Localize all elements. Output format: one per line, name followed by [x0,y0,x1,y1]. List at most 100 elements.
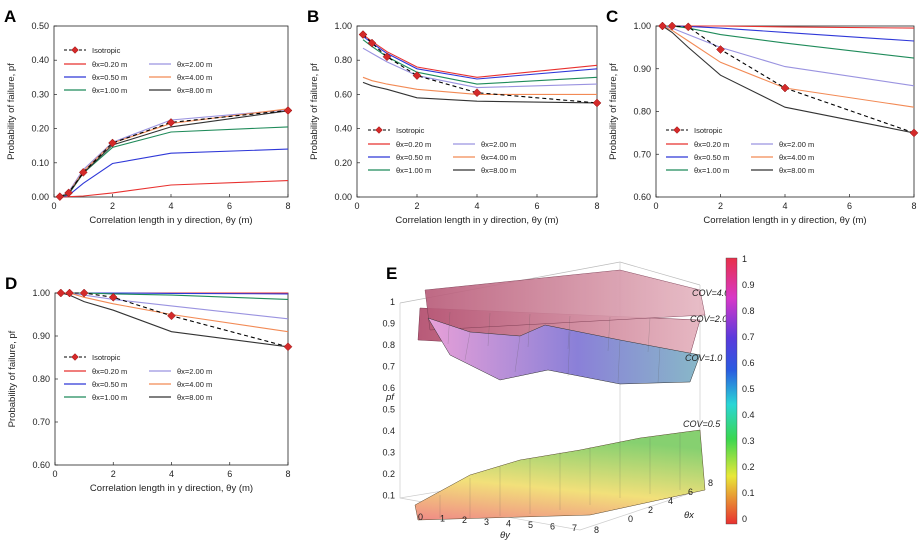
isotropic-marker [382,52,392,62]
panel-label: D [5,274,17,293]
colorbar-tick-label: 0.4 [742,410,755,420]
plot-frame [53,25,289,198]
isotropic-marker [79,288,89,298]
y-tick-label: 2 [648,505,653,515]
legend-label: θx=8.00 m [177,393,212,402]
y-tick-label: 0.70 [32,417,50,427]
panel-label: E [386,264,397,283]
colorbar-tick-label: 0.8 [742,306,755,316]
series-line-theta-5 [362,81,598,104]
x-tick-label: 4 [506,518,511,528]
y-tick-label: 0.60 [633,192,651,202]
cov-label-05: COV=0.5 [683,419,721,429]
x-tick-label: 6 [550,522,555,532]
legend-label: θx=8.00 m [481,166,516,175]
y-tick-label: 0.00 [31,192,49,202]
y-tick-label: 0.60 [32,460,50,470]
x-tick-label: 0 [418,512,423,522]
legend-label: θx=1.00 m [396,166,431,175]
y-tick-label: 0.70 [633,149,651,159]
y-axis-label: Probability of failure, pf [7,330,18,427]
y-tick-label: 0.30 [31,89,49,99]
legend: Isotropic θx=0.20 m θx=0.50 m θx=1.00 m θx=2… [64,353,212,402]
z-tick-label: 0.2 [382,469,395,479]
panel-e-surface-plot: E COV=4.0 COV=2.0 COV=1.0 COV=0.5 pf θy … [382,254,754,541]
x-axis-label: Correlation length in y direction, θy (m… [89,215,252,226]
y-tick-label: 0.40 [334,124,352,134]
cov-label-1: COV=1.0 [685,353,722,363]
legend-label: θx=4.00 m [177,380,212,389]
x-tick-label: 1 [440,514,445,524]
panel-label: B [307,7,319,26]
isotropic-marker [367,38,377,48]
y-tick-label: 1.00 [32,288,50,298]
legend-label: Isotropic [396,126,425,135]
isotropic-marker [78,168,88,177]
series-line-theta-3 [662,25,915,87]
isotropic-marker [592,98,602,108]
z-tick-label: 0.8 [382,340,395,350]
legend-label: θx=0.50 m [92,380,127,389]
legend-label: θx=2.00 m [177,367,212,376]
z-tick-label: 0.1 [382,491,395,501]
x-tick-label: 0 [653,201,658,211]
x-axis-label: Correlation length in y direction, θy (m… [90,483,253,494]
isotropic-marker [65,288,74,298]
cov-label-2: COV=2.0 [690,314,727,324]
isotropic-marker [472,88,482,98]
colorbar-tick-label: 0.1 [742,488,755,498]
colorbar-tick-label: 0 [742,514,747,524]
y-tick-label: 0.00 [334,192,352,202]
y-tick-label: 4 [668,496,673,506]
legend-label: θx=4.00 m [177,73,212,82]
z-tick-label: 0.7 [382,362,395,372]
series-line-theta-4 [60,292,289,333]
isotropic-marker [283,342,293,352]
x-tick-label: 2 [414,201,419,211]
z-tick-label: 0.6 [382,383,395,393]
y-axis-label: Probability of failure, pf [6,63,17,160]
isotropic-marker [108,138,117,148]
y-axis-label: Probability of failure, pf [309,63,320,160]
legend-label: θx=0.20 m [92,367,127,376]
x-tick-label: 8 [911,201,916,211]
x-tick-label: 6 [227,469,232,479]
y-tick-label: 0.80 [32,374,50,384]
legend-swatch-marker [71,46,79,54]
y-tick-label: 0.90 [32,331,50,341]
z-axis-label: pf [385,392,395,403]
colorbar [725,257,738,525]
legend: Isotropic θx=0.20 m θx=0.50 m θx=1.00 m θx=2… [64,46,212,95]
colorbar-tick-label: 0.6 [742,358,755,368]
x-tick-label: 4 [168,201,173,211]
legend-swatch-marker [673,126,681,134]
x-tick-label: 0 [52,469,57,479]
legend-label: θx=0.50 m [92,73,127,82]
legend-label: θx=4.00 m [779,153,814,162]
isotropic-marker [64,188,73,198]
y-tick-label: 0.60 [334,89,352,99]
x-axis-label: Correlation length in y direction, θy (m… [395,215,558,226]
y-tick-label: 0.90 [633,64,651,74]
x-tick-label: 6 [534,201,539,211]
panel-label: C [606,7,618,26]
surface-cov-1 [427,317,701,385]
series-line-theta-5 [60,292,289,348]
isotropic-marker [167,311,176,321]
x-tick-label: 0 [51,201,56,211]
series-line-theta-0 [59,180,289,198]
isotropic-marker [667,21,677,31]
legend-label: θx=0.20 m [694,140,729,149]
y-tick-label: 0.80 [334,55,352,65]
legend-swatch-marker [375,126,383,134]
x-tick-label: 4 [474,201,479,211]
series-line-theta-4 [662,25,915,108]
isotropic-marker [683,22,693,32]
isotropic-marker [55,192,65,202]
isotropic-marker [166,118,176,127]
isotropic-marker [658,21,667,31]
legend-label: θx=0.20 m [396,140,431,149]
y-tick-label: 1.00 [633,21,651,31]
legend-label: θx=2.00 m [177,60,212,69]
y-tick-label: 6 [688,487,693,497]
